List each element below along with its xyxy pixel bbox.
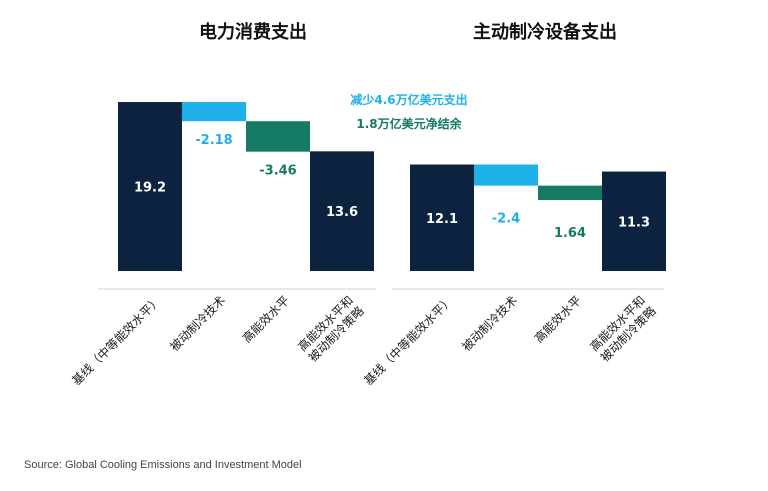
bar-value-label: -3.46: [259, 164, 296, 179]
bar-electricity-1: [182, 102, 246, 122]
x-tick-label: 高能效水平: [239, 293, 292, 346]
bar-value-label: 11.3: [618, 215, 650, 230]
annotation-reduction: 减少4.6万亿美元支出: [350, 92, 467, 107]
x-tick-label: 高能效水平和被动制冷策略: [587, 293, 659, 365]
source-note: Source: Global Cooling Emissions and Inv…: [24, 459, 302, 471]
bar-value-label: 13.6: [326, 205, 358, 220]
x-tick-label: 高能效水平: [531, 293, 584, 346]
bar-equipment-3: [602, 171, 666, 271]
x-tick-label: 基线（中等能效水平）: [361, 293, 456, 388]
annotation-net-saving: 1.8万亿美元净结余: [356, 116, 462, 131]
bar-equipment-2: [538, 185, 602, 201]
bar-value-label: 12.1: [426, 212, 458, 227]
bar-equipment-1: [474, 164, 538, 186]
bar-electricity-3: [310, 151, 374, 271]
bar-value-label: 19.2: [134, 181, 166, 196]
bar-electricity-0: [118, 102, 182, 271]
bar-value-label: -2.4: [492, 212, 520, 227]
x-tick-label: 基线（中等能效水平）: [69, 293, 164, 388]
x-tick-label: 被动制冷技术: [167, 293, 228, 354]
x-tick-label: 高能效水平和被动制冷策略: [295, 293, 367, 365]
x-tick-label: 被动制冷技术: [459, 293, 520, 354]
bar-electricity-2: [246, 121, 310, 152]
bar-value-label: -2.18: [195, 133, 232, 148]
bar-value-label: 1.64: [554, 226, 586, 241]
bar-equipment-0: [410, 164, 474, 271]
chart-title-equipment: 主动制冷设备支出: [473, 21, 617, 43]
chart-title-electricity: 电力消费支出: [199, 21, 307, 43]
